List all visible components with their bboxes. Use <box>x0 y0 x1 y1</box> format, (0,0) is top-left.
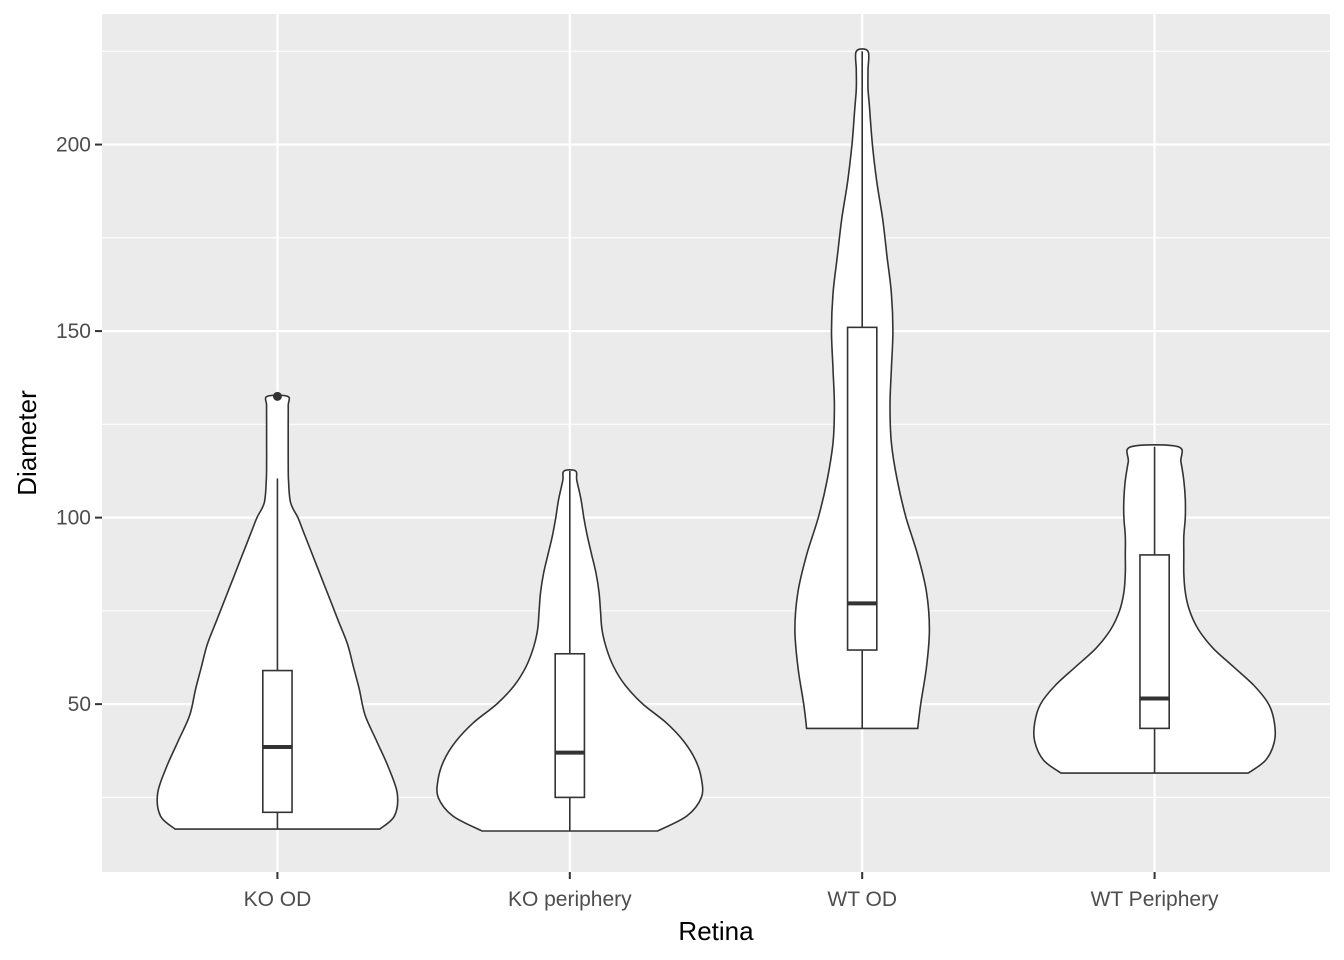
outlier-point <box>272 391 282 401</box>
y-axis-title: Diameter <box>12 390 42 496</box>
box <box>554 652 586 799</box>
violin-group <box>1032 444 1277 774</box>
x-axis: KO OD KO periphery WT OD WT Periphery <box>244 872 1219 911</box>
y-tick-label: 100 <box>56 507 91 530</box>
x-tick-label: KO periphery <box>508 888 632 911</box>
box <box>1139 554 1170 730</box>
box <box>262 669 293 814</box>
x-tick-label: WT Periphery <box>1091 888 1219 911</box>
y-tick-label: 50 <box>68 693 91 716</box>
x-tick-label: KO OD <box>244 888 312 911</box>
violin-group <box>156 391 399 830</box>
y-tick-label: 200 <box>56 134 91 157</box>
y-axis: 50 100 150 200 <box>56 134 102 716</box>
x-tick-label: WT OD <box>827 888 897 911</box>
x-axis-title: Retina <box>678 916 754 946</box>
box <box>846 326 878 651</box>
violins <box>156 48 1277 832</box>
violin-group <box>436 469 704 832</box>
violin-group <box>794 48 931 730</box>
y-tick-label: 150 <box>56 320 91 343</box>
